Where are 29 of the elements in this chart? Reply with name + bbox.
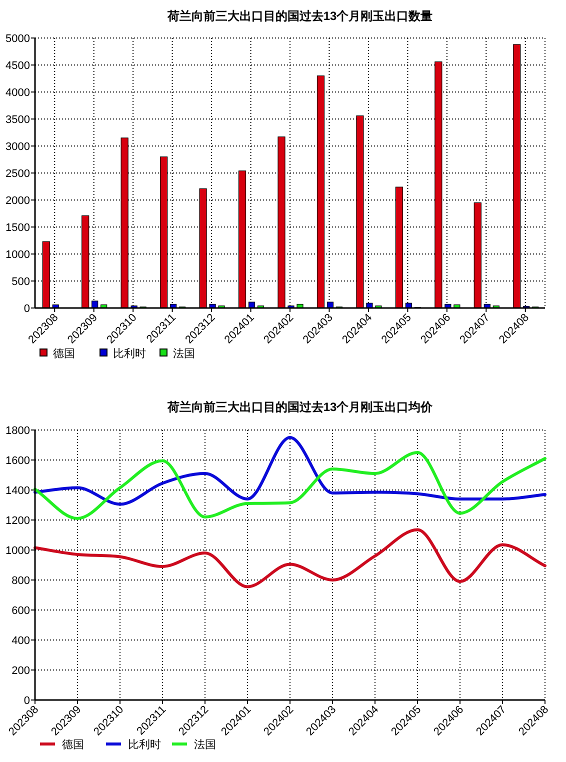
y-tick-label: 600 <box>12 605 30 617</box>
chart-title: 荷兰向前三大出口目的国过去13个月刚玉出口数量 <box>166 9 433 23</box>
chart-title: 荷兰向前三大出口目的国过去13个月刚玉出口均价 <box>166 400 434 414</box>
legend-label: 比利时 <box>113 347 146 360</box>
y-tick-label: 1200 <box>6 515 30 527</box>
y-tick-label: 0 <box>24 695 30 707</box>
y-tick-label: 4500 <box>6 60 30 72</box>
y-tick-label: 1600 <box>6 455 30 467</box>
y-tick-label: 0 <box>24 303 30 315</box>
y-tick-label: 5000 <box>6 33 30 45</box>
y-tick-label: 1800 <box>6 425 30 437</box>
y-tick-label: 1000 <box>6 249 30 261</box>
legend-label: 比利时 <box>128 738 161 751</box>
y-tick-label: 1000 <box>6 545 30 557</box>
y-tick-label: 1400 <box>6 485 30 497</box>
legend-label: 法国 <box>173 347 195 360</box>
y-tick-label: 4000 <box>6 87 30 99</box>
y-tick-label: 500 <box>12 276 30 288</box>
y-tick-label: 1500 <box>6 222 30 234</box>
y-tick-label: 3000 <box>6 141 30 153</box>
y-tick-label: 2500 <box>6 168 30 180</box>
legend-label: 德国 <box>62 739 84 751</box>
y-tick-label: 200 <box>12 665 30 677</box>
y-tick-label: 800 <box>12 575 30 587</box>
legend-label: 德国 <box>53 348 75 360</box>
y-tick-label: 3500 <box>6 114 30 126</box>
y-tick-label: 400 <box>12 635 30 647</box>
legend-label: 法国 <box>194 738 216 751</box>
y-tick-label: 2000 <box>6 195 30 207</box>
